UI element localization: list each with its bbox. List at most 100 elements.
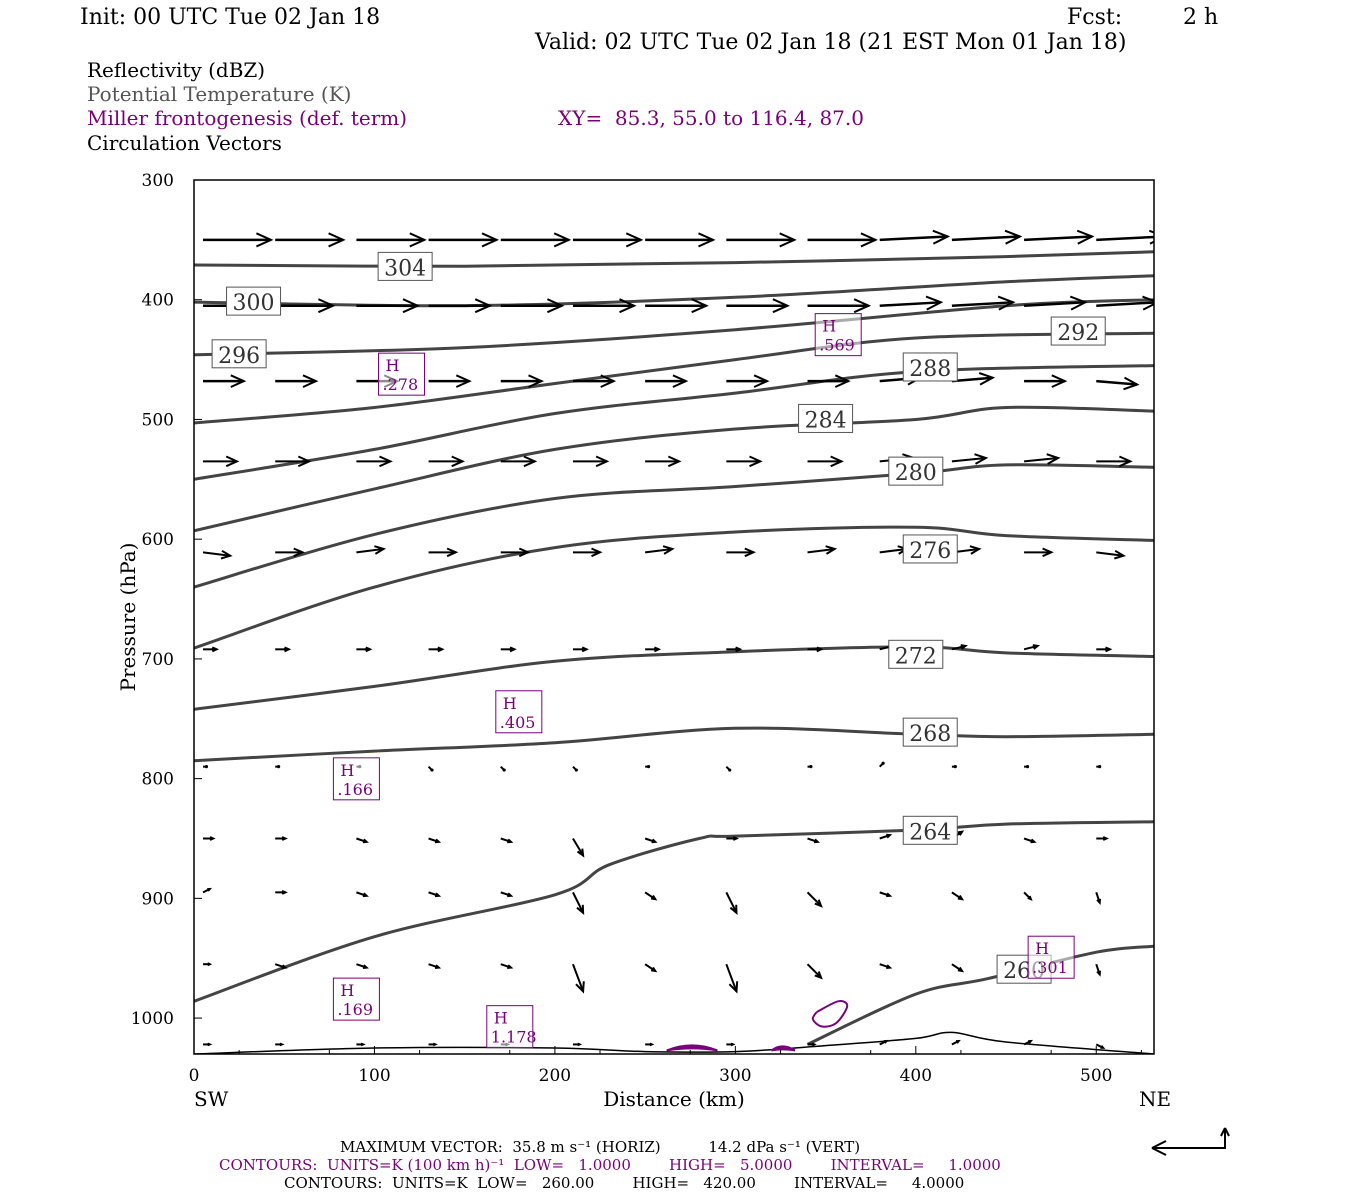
circulation-vector: [725, 963, 738, 992]
isentrope-label-box: [226, 286, 282, 316]
circulation-vector: [806, 891, 822, 907]
x-tick-label: 400: [900, 1066, 932, 1086]
frontogenesis-max-box: [1027, 935, 1075, 979]
isentrope-label-box: [888, 456, 944, 486]
circulation-vector-head: [883, 1039, 889, 1044]
isentrope-272: [194, 645, 1154, 711]
theta-contour-note: CONTOURS: UNITS=K LOW= 260.00 HIGH= 420.…: [284, 1174, 965, 1192]
circulation-vector-head: [502, 768, 506, 772]
circulation-vector-head: [362, 838, 369, 844]
circulation-vector-head: [523, 455, 538, 468]
circulation-vector-head: [728, 768, 732, 772]
x-tick-label: 500: [1080, 1066, 1112, 1086]
circulation-vector-head: [293, 547, 305, 558]
circulation-vector-head: [507, 892, 514, 898]
isentrope-label-288: 288: [909, 357, 951, 382]
frontogenesis-max-symbol: H: [386, 356, 400, 375]
circulation-vector: [1096, 235, 1154, 242]
circulation-vector-head: [744, 547, 756, 558]
circulation-vector-head: [1105, 646, 1113, 653]
isentrope-label-276: 276: [909, 539, 951, 564]
circulation-vector-head: [481, 232, 500, 248]
isentrope-label-296: 296: [218, 344, 260, 369]
circulation-vector-head: [509, 646, 517, 653]
frontogenesis-max-symbol: H: [1035, 939, 1049, 958]
circulation-vector-head: [209, 836, 216, 841]
y-tick-label: 900: [142, 889, 174, 909]
x-tick-label: 100: [358, 1066, 390, 1086]
forecast-hour: 2 h: [1183, 5, 1219, 30]
circulation-vector-head: [809, 765, 813, 769]
circulation-vector: [1096, 379, 1138, 386]
max-vector-note: MAXIMUM VECTOR: 35.8 m s⁻¹ (HORIZ) 14.2 …: [340, 1138, 861, 1156]
isentrope-label-box: [888, 639, 944, 669]
circulation-vector-head: [207, 887, 213, 892]
circulation-vector-head: [650, 894, 658, 901]
isentrope-label-box: [902, 352, 958, 382]
frontogenesis-max-symbol: H: [494, 1009, 508, 1028]
circulation-vector-head: [816, 646, 824, 653]
circulation-vector-head: [437, 646, 445, 653]
circulation-vector-head: [1032, 644, 1041, 650]
y-tick-label: 1000: [131, 1009, 174, 1029]
x-end-label-right: NE: [1139, 1087, 1171, 1111]
circulation-vector-head: [925, 295, 944, 311]
circulation-vector: [356, 547, 384, 554]
circulation-vector-head: [277, 765, 281, 769]
frontogenesis-max-symbol: H: [503, 694, 517, 713]
circulation-vector-head: [1069, 295, 1088, 311]
circulation-vector-head: [698, 232, 716, 248]
circulation-vector-head: [1098, 765, 1102, 769]
circulation-vector-head: [434, 964, 442, 969]
circulation-vector-head: [1046, 453, 1061, 465]
frontogenesis-contour-arc: [771, 1048, 796, 1052]
isentrope-label-292: 292: [1057, 321, 1099, 346]
circulation-vector-head: [813, 838, 820, 844]
circulation-vector-head: [553, 232, 572, 248]
circulation-vector-head: [732, 836, 739, 841]
circulation-vector-head: [365, 646, 373, 653]
frontogenesis-max-value: 1.178: [491, 1028, 537, 1047]
field-circulation-vectors: Circulation Vectors: [87, 131, 282, 155]
plot-frame: [193, 179, 1155, 1055]
circulation-vector-head: [409, 232, 427, 248]
circulation-vector-head: [507, 838, 514, 844]
circulation-vector: [572, 837, 585, 857]
frontogenesis-contour-arc: [666, 1047, 718, 1052]
circulation-vector-head: [886, 964, 893, 969]
circulation-vector: [1096, 551, 1124, 557]
circulation-vector-head: [281, 964, 288, 969]
circulation-vector-head: [434, 892, 442, 898]
circulation-vector-head: [728, 981, 739, 994]
isentrope-284: [194, 405, 1154, 533]
circulation-vector-head: [735, 646, 743, 653]
circulation-vector-head: [834, 374, 851, 388]
circulation-vector-head: [753, 374, 770, 388]
circulation-vector-head: [1100, 1045, 1106, 1049]
circulation-vector-head: [211, 646, 220, 653]
frontogenesis-max-box: [332, 757, 380, 801]
circulation-vector-head: [328, 232, 346, 248]
frontogenesis-max-value: .278: [383, 375, 419, 394]
isentrope-label-280: 280: [895, 461, 937, 486]
frontogenesis-max-box: [332, 977, 380, 1021]
isentrope-276: [194, 525, 1154, 650]
isentrope-label-box: [902, 534, 958, 564]
circulation-vector-head: [220, 549, 233, 560]
circulation-vector-head: [957, 830, 965, 836]
circulation-vector-head: [1042, 547, 1054, 558]
circulation-vector-head: [749, 455, 763, 468]
frontogenesis-contour-ring: [811, 1000, 849, 1028]
circulation-vector-head: [691, 298, 709, 314]
ground-profile-line: [194, 1031, 1154, 1054]
y-tick-label: 500: [142, 410, 174, 430]
circulation-vector-head: [576, 904, 585, 916]
circulation-vector-head: [1030, 838, 1037, 844]
circulation-vector-head: [255, 232, 274, 248]
circulation-vector-head: [953, 765, 957, 769]
circulation-vector: [1024, 301, 1086, 307]
isentrope-label-box: [1050, 316, 1106, 346]
